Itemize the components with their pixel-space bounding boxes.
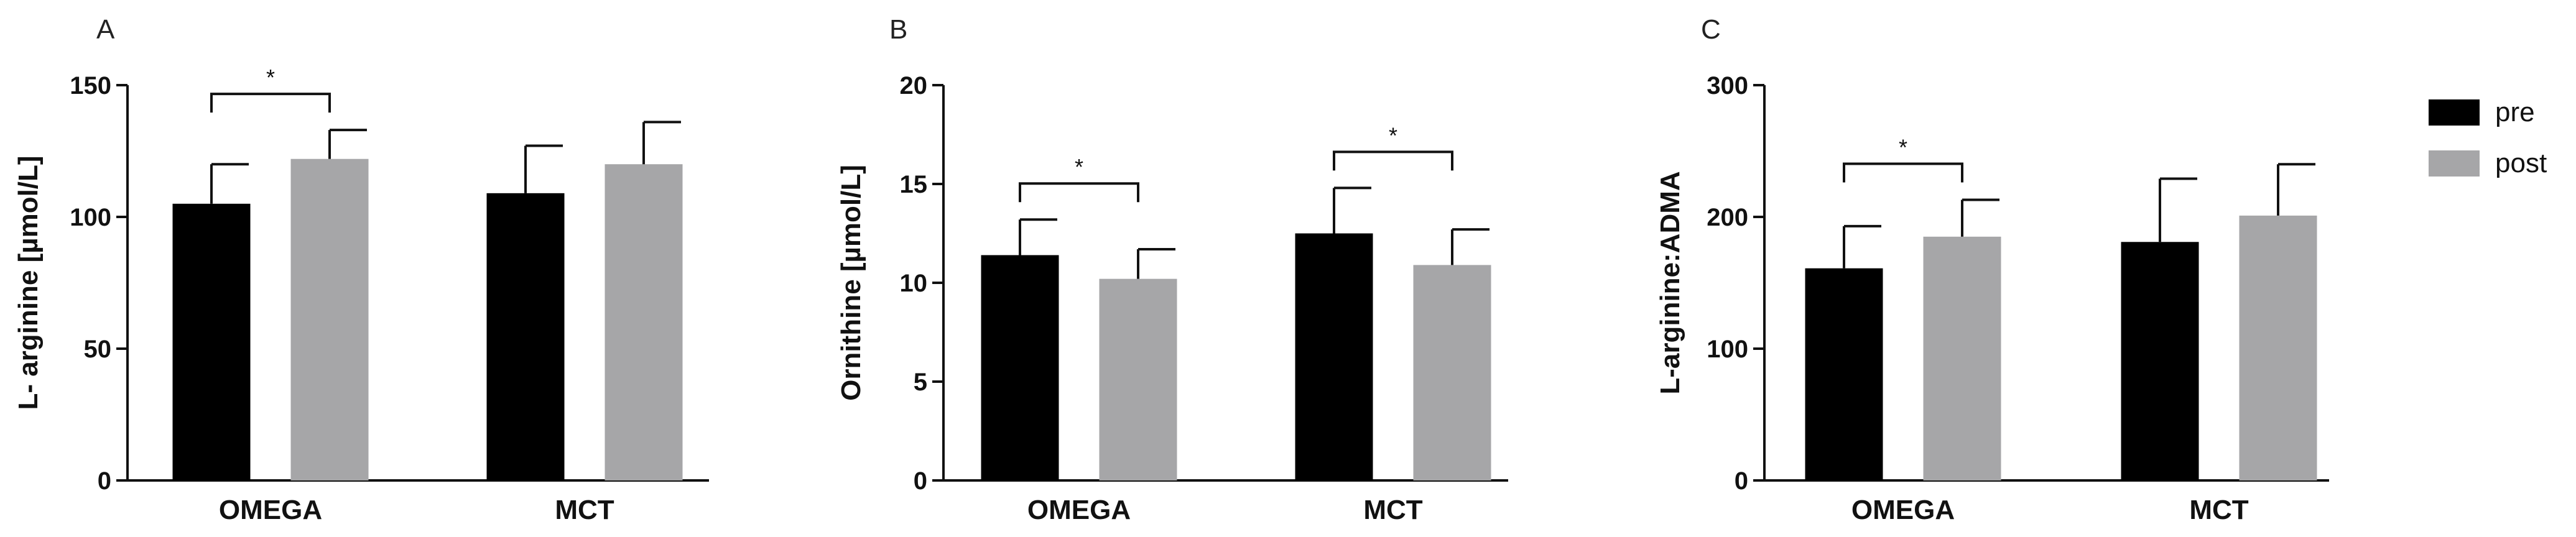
- bar-post-mct: [605, 164, 683, 480]
- significance-marker: *: [1899, 134, 1907, 160]
- y-tick-label: 100: [70, 204, 111, 231]
- panel-label: C: [1701, 14, 1721, 45]
- legend-swatch-pre: [2429, 99, 2480, 126]
- significance-marker: *: [266, 65, 275, 90]
- significance-bracket: [210, 93, 331, 113]
- significance-marker: *: [1389, 122, 1397, 148]
- y-tick-label: 10: [900, 270, 928, 297]
- y-tick-label: 300: [1707, 72, 1748, 99]
- legend-label-post: post: [2495, 148, 2547, 178]
- panel-label: A: [96, 14, 115, 45]
- bar-post-omega: [1099, 278, 1177, 480]
- y-tick-label: 0: [1735, 467, 1748, 495]
- y-tick-label: 200: [1707, 204, 1748, 231]
- y-tick-label: 20: [900, 72, 928, 99]
- legend-label-pre: pre: [2495, 97, 2535, 127]
- legend-swatch-post: [2429, 150, 2480, 177]
- y-tick-label: 50: [84, 336, 112, 363]
- category-label: OMEGA: [1851, 495, 1955, 525]
- bar-post-mct: [2239, 215, 2317, 480]
- legend: pre post: [2429, 97, 2547, 178]
- bar-pre-omega: [1805, 268, 1883, 480]
- panel-label: B: [889, 14, 907, 45]
- category-label: MCT: [1363, 495, 1422, 525]
- significance-bracket: [1333, 150, 1453, 171]
- category-label: MCT: [2189, 495, 2248, 525]
- bar-post-mct: [1413, 265, 1491, 480]
- bar-pre-mct: [2121, 242, 2199, 480]
- category-label: MCT: [555, 495, 614, 525]
- y-axis-title: L- arginine [µmol/L]: [13, 155, 44, 410]
- y-axis-title: Ornithine [µmol/L]: [836, 165, 866, 401]
- category-label: OMEGA: [219, 495, 322, 525]
- y-tick-label: 150: [70, 72, 111, 99]
- bar-pre-omega: [172, 203, 251, 480]
- bar-pre-omega: [981, 255, 1059, 480]
- chart-panels: AL- arginine [µmol/L]050100150OMEGA*MCTB…: [13, 14, 2329, 525]
- significance-marker: *: [1075, 154, 1083, 180]
- y-tick-label: 0: [914, 467, 927, 495]
- chart-panel-c: C L-arginine:ADMA 0 100 200 300 OMEGA * MCT: [1655, 14, 2329, 525]
- bar-post-omega: [1923, 236, 2001, 480]
- y-tick-label: 0: [98, 467, 111, 495]
- significance-bracket: [1019, 182, 1139, 203]
- y-tick-label: 15: [900, 171, 928, 198]
- chart-panel-b: B Ornithine [µmol/L] 0 5 10 15 20 OMEGA * MCT *: [836, 14, 1508, 525]
- chart-panel-a: A L- arginine [µmol/L] 0 50 100 150 OMEGA * MCT: [13, 14, 709, 525]
- bar-post-omega: [290, 158, 369, 481]
- y-tick-label: 5: [914, 369, 927, 396]
- y-axis-title: L-arginine:ADMA: [1655, 171, 1685, 394]
- y-tick-label: 100: [1707, 336, 1748, 363]
- bar-pre-mct: [486, 193, 565, 480]
- significance-bracket: [1843, 162, 1963, 183]
- bar-pre-mct: [1295, 233, 1373, 480]
- category-label: OMEGA: [1027, 495, 1131, 525]
